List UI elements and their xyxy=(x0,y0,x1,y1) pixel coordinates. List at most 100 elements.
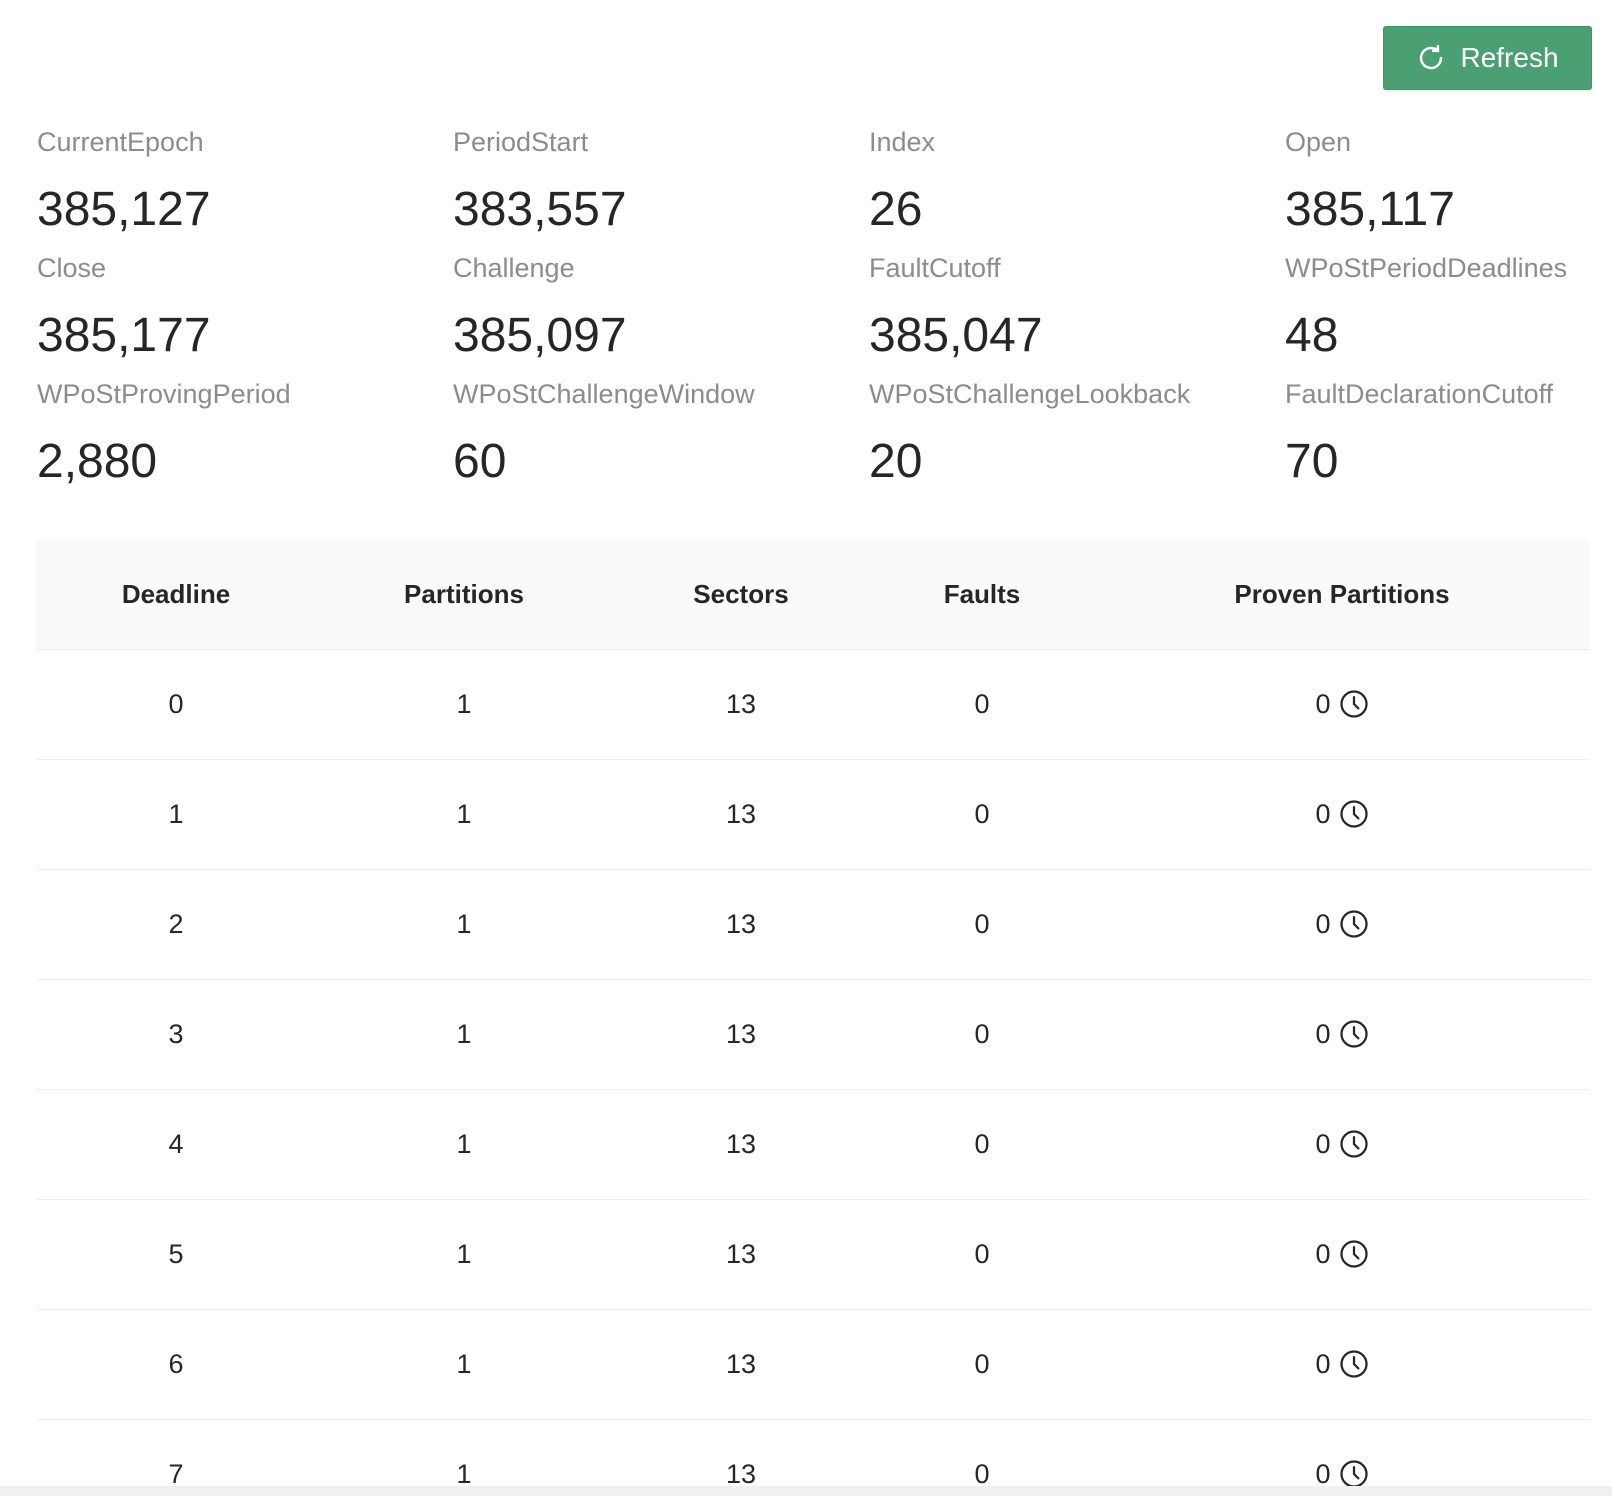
proven-count: 0 xyxy=(1315,798,1331,829)
cell-faults: 0 xyxy=(870,1309,1094,1420)
cell-faults: 0 xyxy=(870,649,1094,760)
cell-deadline: 5 xyxy=(36,1199,316,1310)
cell-sectors: 13 xyxy=(612,759,870,870)
cell-deadline: 3 xyxy=(36,979,316,1090)
cell-proven-partitions: 0 xyxy=(1094,1309,1590,1420)
table-header-row: Deadline Partitions Sectors Faults Prove… xyxy=(36,540,1590,650)
proven-count: 0 xyxy=(1315,688,1331,719)
column-header-deadline[interactable]: Deadline xyxy=(36,540,316,650)
proven-status: 0 xyxy=(1315,1129,1368,1160)
cell-proven-partitions: 0 xyxy=(1094,649,1590,760)
column-header-partitions[interactable]: Partitions xyxy=(316,540,612,650)
table-row[interactable]: 0 1 13 0 0 xyxy=(36,649,1590,760)
proven-status: 0 xyxy=(1315,689,1368,720)
cell-proven-partitions: 0 xyxy=(1094,1199,1590,1310)
cell-proven-partitions: 0 xyxy=(1094,1419,1590,1496)
cell-faults: 0 xyxy=(870,759,1094,870)
cell-faults: 0 xyxy=(870,1199,1094,1310)
cell-faults: 0 xyxy=(870,1089,1094,1200)
stat-wpost-period-deadlines: WPoStPeriodDeadlines 48 xyxy=(1285,250,1597,376)
cell-deadline: 6 xyxy=(36,1309,316,1420)
refresh-button-label: Refresh xyxy=(1460,42,1559,73)
stat-wpost-challenge-lookback: WPoStChallengeLookback 20 xyxy=(869,376,1285,502)
table-row[interactable]: 7 1 13 0 0 xyxy=(36,1419,1590,1496)
stat-close: Close 385,177 xyxy=(37,250,453,376)
proven-count: 0 xyxy=(1315,1458,1331,1489)
refresh-button[interactable]: Refresh xyxy=(1383,26,1592,90)
stat-challenge: Challenge 385,097 xyxy=(453,250,869,376)
stat-value: 385,097 xyxy=(453,309,627,362)
cell-faults: 0 xyxy=(870,869,1094,980)
table-row[interactable]: 2 1 13 0 0 xyxy=(36,869,1590,980)
cell-proven-partitions: 0 xyxy=(1094,979,1590,1090)
stat-value: 26 xyxy=(869,183,923,236)
stat-value: 385,177 xyxy=(37,309,211,362)
table-row[interactable]: 3 1 13 0 0 xyxy=(36,979,1590,1090)
stat-value: 20 xyxy=(869,435,923,488)
stat-index: Index 26 xyxy=(869,124,1285,250)
stat-fault-cutoff: FaultCutoff 385,047 xyxy=(869,250,1285,376)
cell-partitions: 1 xyxy=(316,759,612,870)
toolbar: Refresh xyxy=(1383,26,1592,90)
clock-icon[interactable] xyxy=(1339,689,1369,719)
stat-label: WPoStChallengeWindow xyxy=(453,379,755,409)
stat-fault-declaration-cutoff: FaultDeclarationCutoff 70 xyxy=(1285,376,1597,502)
cell-deadline: 4 xyxy=(36,1089,316,1200)
stat-label: WPoStProvingPeriod xyxy=(37,379,291,409)
clock-icon[interactable] xyxy=(1339,1019,1369,1049)
proven-count: 0 xyxy=(1315,908,1331,939)
table-row[interactable]: 4 1 13 0 0 xyxy=(36,1089,1590,1200)
proven-count: 0 xyxy=(1315,1348,1331,1379)
stat-wpost-challenge-window: WPoStChallengeWindow 60 xyxy=(453,376,869,502)
table-row[interactable]: 1 1 13 0 0 xyxy=(36,759,1590,870)
stat-label: FaultCutoff xyxy=(869,253,1001,283)
stat-open: Open 385,117 xyxy=(1285,124,1597,250)
proven-status: 0 xyxy=(1315,1349,1368,1380)
stat-value: 70 xyxy=(1285,435,1339,488)
stat-value: 60 xyxy=(453,435,507,488)
cell-faults: 0 xyxy=(870,1419,1094,1496)
stat-current-epoch: CurrentEpoch 385,127 xyxy=(37,124,453,250)
column-header-sectors[interactable]: Sectors xyxy=(612,540,870,650)
stat-value: 385,127 xyxy=(37,183,211,236)
stat-label: FaultDeclarationCutoff xyxy=(1285,379,1554,409)
horizontal-scrollbar[interactable] xyxy=(0,1486,1612,1496)
clock-icon[interactable] xyxy=(1339,1349,1369,1379)
stat-label: Challenge xyxy=(453,253,575,283)
proven-count: 0 xyxy=(1315,1238,1331,1269)
clock-icon[interactable] xyxy=(1339,799,1369,829)
cell-partitions: 1 xyxy=(316,649,612,760)
stat-label: Close xyxy=(37,253,107,283)
clock-icon[interactable] xyxy=(1339,1239,1369,1269)
cell-faults: 0 xyxy=(870,979,1094,1090)
stat-value: 385,117 xyxy=(1285,183,1455,236)
cell-proven-partitions: 0 xyxy=(1094,1089,1590,1200)
proven-status: 0 xyxy=(1315,1239,1368,1270)
deadlines-table: Deadline Partitions Sectors Faults Prove… xyxy=(36,540,1590,1496)
stat-label: WPoStPeriodDeadlines xyxy=(1285,253,1568,283)
cell-partitions: 1 xyxy=(316,1309,612,1420)
stat-period-start: PeriodStart 383,557 xyxy=(453,124,869,250)
table-row[interactable]: 6 1 13 0 0 xyxy=(36,1309,1590,1420)
cell-sectors: 13 xyxy=(612,1089,870,1200)
stat-label: Index xyxy=(869,127,936,157)
column-header-faults[interactable]: Faults xyxy=(870,540,1094,650)
stat-label: Open xyxy=(1285,127,1352,157)
clock-icon[interactable] xyxy=(1339,909,1369,939)
clock-icon[interactable] xyxy=(1339,1129,1369,1159)
column-header-proven-partitions[interactable]: Proven Partitions xyxy=(1094,540,1590,650)
stats-grid: CurrentEpoch 385,127 PeriodStart 383,557… xyxy=(37,124,1597,502)
cell-partitions: 1 xyxy=(316,1089,612,1200)
cell-partitions: 1 xyxy=(316,869,612,980)
stat-value: 383,557 xyxy=(453,183,627,236)
cell-partitions: 1 xyxy=(316,1199,612,1310)
clock-icon[interactable] xyxy=(1339,1459,1369,1489)
cell-sectors: 13 xyxy=(612,1309,870,1420)
cell-sectors: 13 xyxy=(612,1419,870,1496)
cell-sectors: 13 xyxy=(612,979,870,1090)
proven-count: 0 xyxy=(1315,1018,1331,1049)
proven-status: 0 xyxy=(1315,909,1368,940)
table-row[interactable]: 5 1 13 0 0 xyxy=(36,1199,1590,1310)
reload-icon xyxy=(1416,43,1446,73)
